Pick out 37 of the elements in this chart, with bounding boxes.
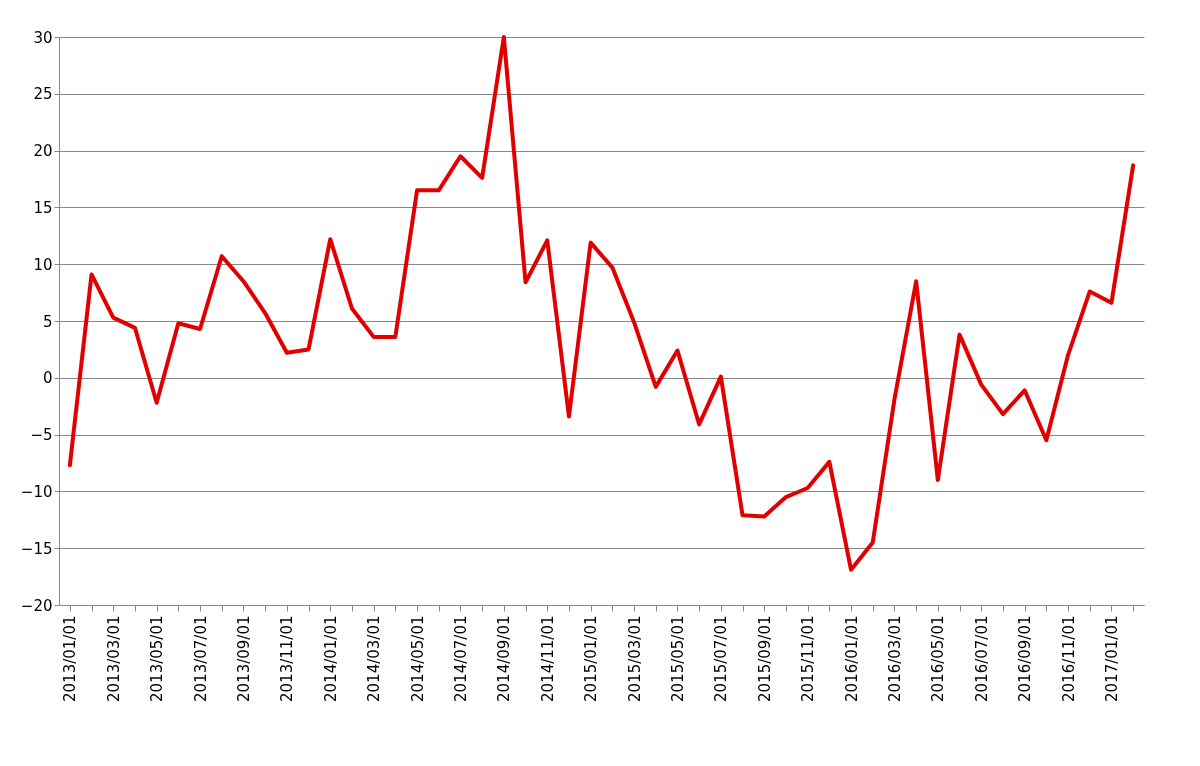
x-tick-label: 2016/09/01 bbox=[1016, 615, 1035, 702]
line-series bbox=[67, 35, 1136, 572]
y-tick-label: 0 bbox=[42, 369, 53, 388]
x-tick-label: 2013/11/01 bbox=[278, 615, 297, 702]
x-tick-label: 2013/01/01 bbox=[61, 615, 80, 702]
y-tick-label: 10 bbox=[33, 255, 53, 274]
x-tick-label: 2013/05/01 bbox=[148, 615, 167, 702]
x-tick-label: 2014/01/01 bbox=[321, 615, 340, 702]
y-tick-label: −20 bbox=[20, 596, 53, 615]
x-tick-label: 2014/11/01 bbox=[538, 615, 557, 702]
x-tick-label: 2014/03/01 bbox=[365, 615, 384, 702]
y-tick-label: −5 bbox=[30, 426, 53, 445]
y-tick-label: 5 bbox=[42, 312, 53, 331]
y-tick-label: 20 bbox=[33, 142, 53, 161]
x-tick-label: 2013/07/01 bbox=[191, 615, 210, 702]
y-tick-label: −10 bbox=[20, 482, 53, 501]
y-tick-label: 30 bbox=[33, 28, 53, 47]
x-tick-label: 2016/03/01 bbox=[885, 615, 904, 702]
y-tick-label: 25 bbox=[33, 85, 53, 104]
y-tick-label: −15 bbox=[20, 539, 53, 558]
x-tick-label: 2016/07/01 bbox=[972, 615, 991, 702]
x-tick-label: 2015/07/01 bbox=[712, 615, 731, 702]
x-tick-label: 2013/09/01 bbox=[234, 615, 253, 702]
x-tick-label: 2015/05/01 bbox=[668, 615, 687, 702]
x-tick-label: 2016/11/01 bbox=[1059, 615, 1078, 702]
x-tick-label: 2015/01/01 bbox=[582, 615, 601, 702]
x-tick-label: 2014/07/01 bbox=[451, 615, 470, 702]
x-tick-label: 2015/11/01 bbox=[799, 615, 818, 702]
x-tick-label: 2016/05/01 bbox=[929, 615, 948, 702]
x-tick-label: 2015/03/01 bbox=[625, 615, 644, 702]
y-tick-label: 15 bbox=[33, 198, 53, 217]
x-tick-label: 2013/03/01 bbox=[104, 615, 123, 702]
x-tick-label: 2017/01/01 bbox=[1102, 615, 1121, 702]
x-tick-label: 2014/09/01 bbox=[495, 615, 514, 702]
x-tick-label: 2014/05/01 bbox=[408, 615, 427, 702]
x-tick-label: 2015/09/01 bbox=[755, 615, 774, 702]
x-tick-label: 2016/01/01 bbox=[842, 615, 861, 702]
